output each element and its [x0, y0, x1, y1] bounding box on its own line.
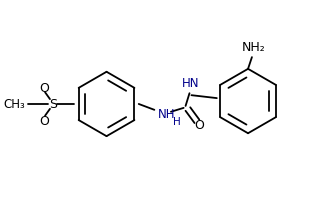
Text: S: S: [49, 98, 57, 111]
Text: CH₃: CH₃: [4, 98, 25, 111]
Text: NH: NH: [158, 108, 176, 121]
Text: O: O: [194, 118, 204, 131]
Text: O: O: [39, 82, 49, 94]
Text: NH₂: NH₂: [242, 41, 266, 54]
Text: O: O: [39, 115, 49, 128]
Text: HN: HN: [182, 77, 199, 90]
Text: H: H: [173, 116, 181, 126]
